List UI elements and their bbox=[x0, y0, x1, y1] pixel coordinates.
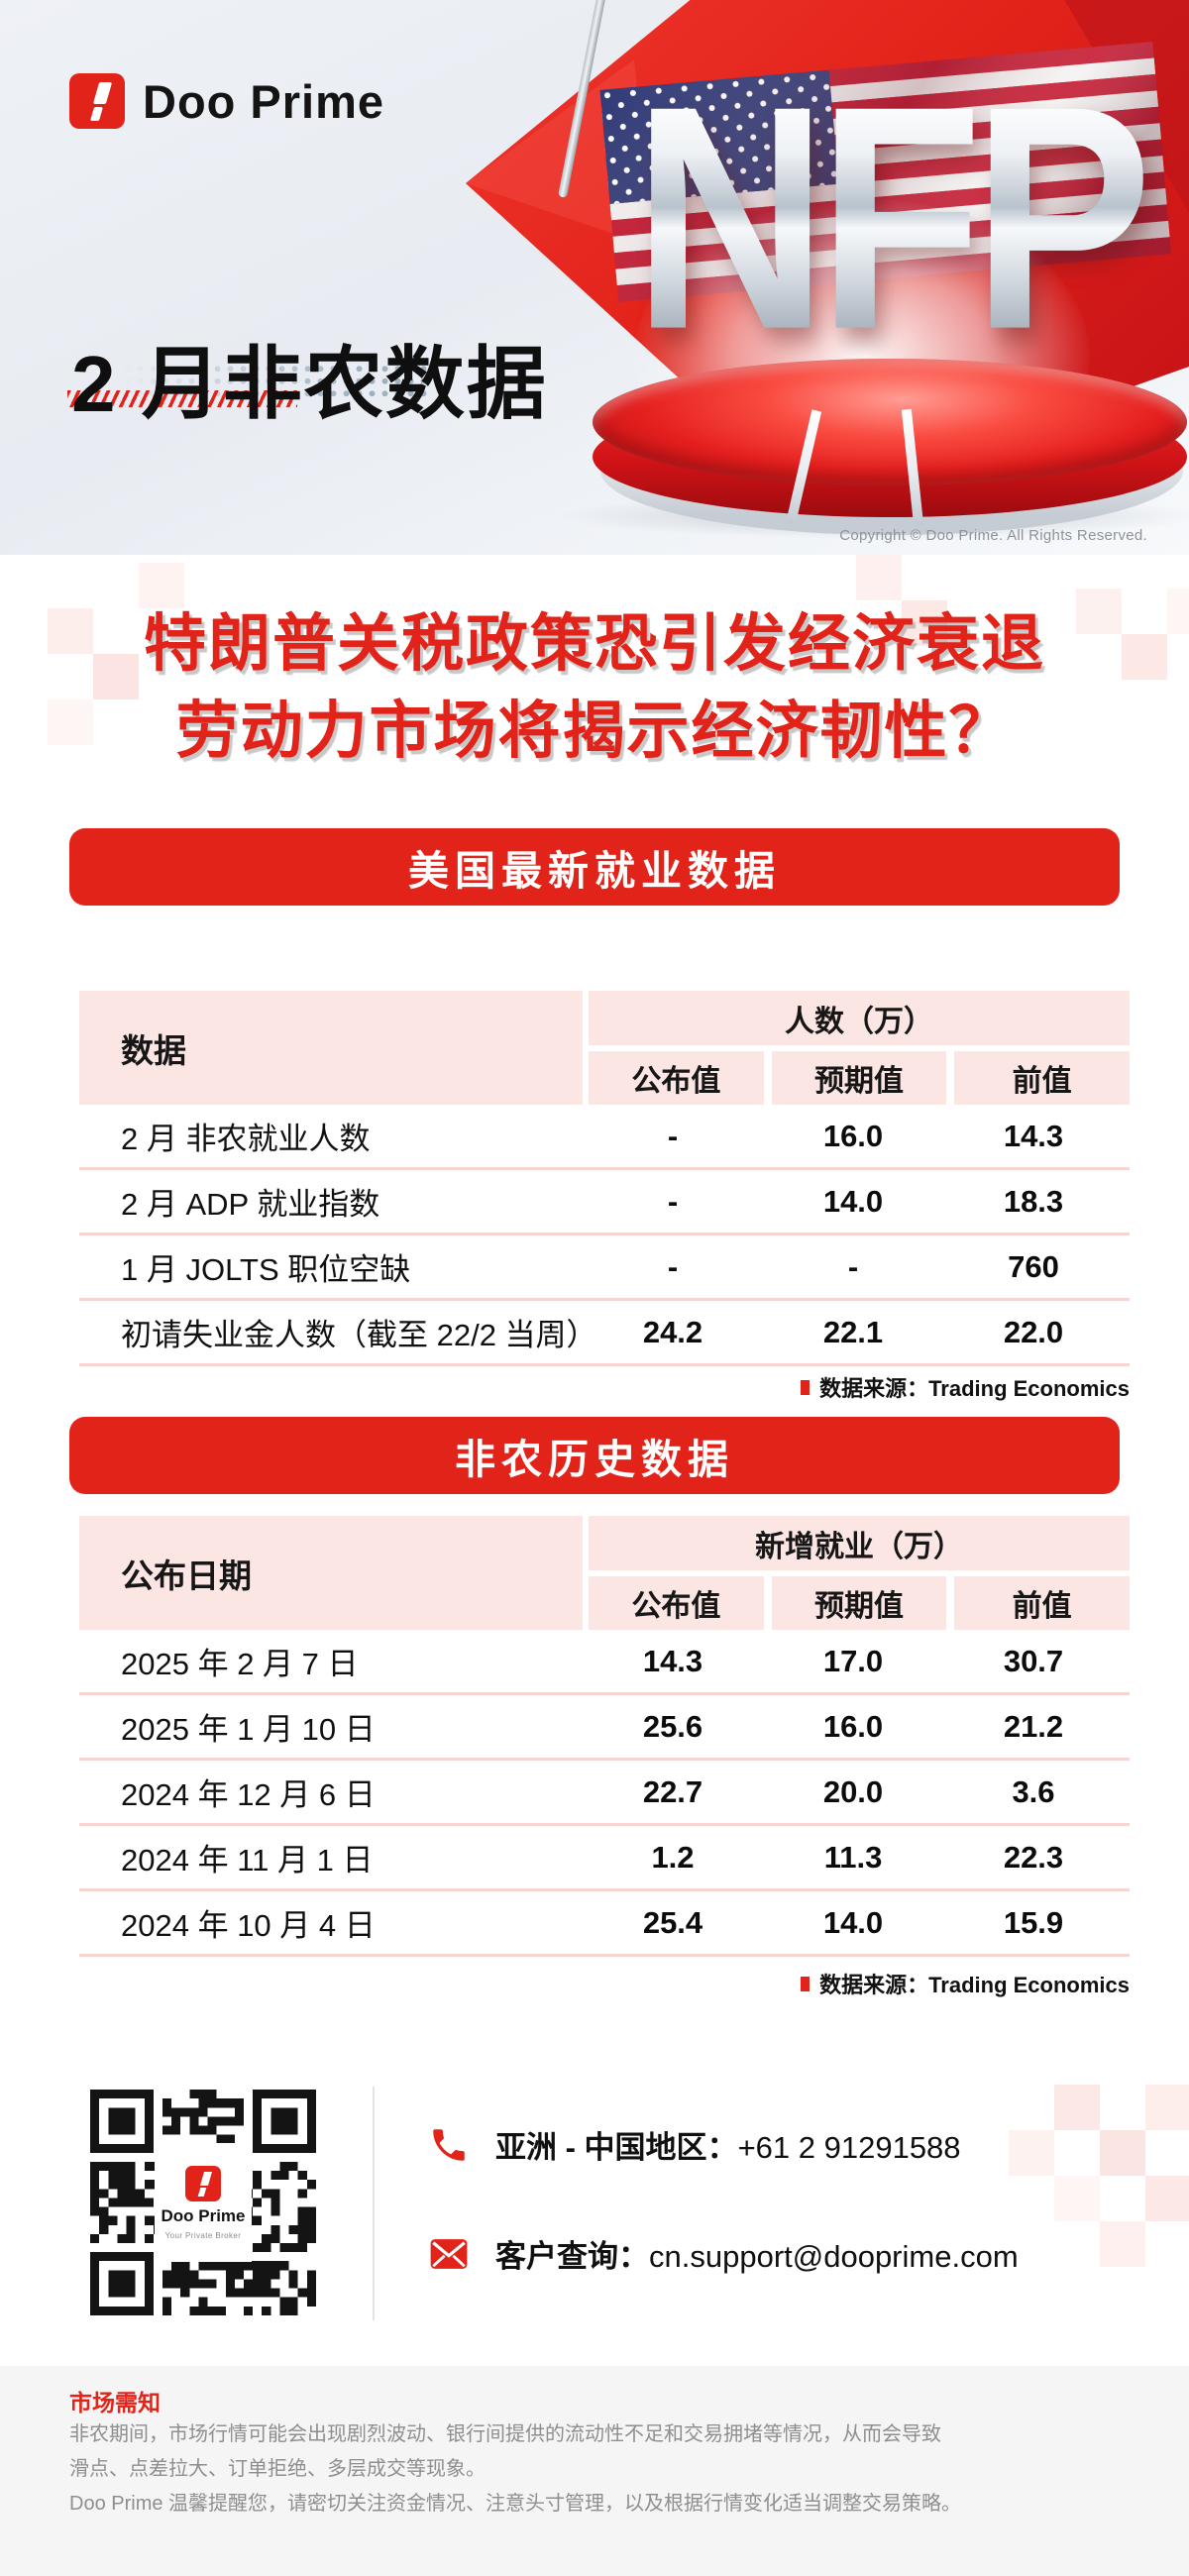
table-row: 2024 年 11 月 1 日 1.2 11.3 22.3 bbox=[79, 1826, 1130, 1891]
disclaimer-footer: 市场需知 非农期间，市场行情可能会出现剧烈波动、银行间提供的流动性不足和交易拥堵… bbox=[0, 2366, 1189, 2576]
data-source-note: 数据来源：Trading Economics bbox=[801, 1968, 1130, 1999]
decor-checker-contact bbox=[1009, 2130, 1054, 2176]
table-row: 初请失业金人数（截至 22/2 当周） 24.2 22.1 22.0 bbox=[79, 1301, 1130, 1366]
nfp-history-table: 公布日期 新增就业（万） 公布值 预期值 前值 2025 年 2 月 7 日 1… bbox=[79, 1516, 1131, 1957]
doo-prime-logo-icon bbox=[69, 73, 125, 129]
vertical-divider bbox=[373, 2087, 375, 2320]
phone-contact[interactable]: 亚洲 - 中国地区：+61 2 91291588 bbox=[428, 2122, 961, 2167]
banner-nfp-history: 非农历史数据 bbox=[69, 1417, 1120, 1494]
disclaimer-body: 非农期间，市场行情可能会出现剧烈波动、银行间提供的流动性不足和交易拥堵等情况，从… bbox=[69, 2417, 1149, 2522]
source-bullet-icon bbox=[801, 1976, 811, 1991]
disclaimer-line: 非农期间，市场行情可能会出现剧烈波动、银行间提供的流动性不足和交易拥堵等情况，从… bbox=[69, 2423, 941, 2445]
column-header-actual: 公布值 bbox=[589, 1051, 764, 1105]
qr-code: Doo Prime Your Private Broker bbox=[81, 2081, 325, 2324]
group-header: 新增就业（万） bbox=[589, 1516, 1130, 1570]
phone-icon bbox=[433, 2128, 465, 2161]
qr-center-logo: Doo Prime Your Private Broker bbox=[155, 2143, 252, 2262]
decor-checker-right bbox=[856, 555, 902, 600]
column-header-forecast: 预期值 bbox=[771, 1051, 947, 1105]
email-icon bbox=[430, 2238, 468, 2269]
column-header-actual: 公布值 bbox=[589, 1576, 764, 1630]
brand-logo: Doo Prime bbox=[69, 73, 384, 129]
nfp-3d-letters: NFP bbox=[591, 58, 1185, 376]
email-text: 客户查询：cn.support@dooprime.com bbox=[495, 2239, 1019, 2274]
hero-header: NFP Doo Prime 2 月非农数据 Copyright © Doo Pr… bbox=[0, 0, 1189, 555]
column-header-release-date: 公布日期 bbox=[79, 1516, 583, 1630]
table-header: 公布日期 新增就业（万） 公布值 预期值 前值 bbox=[79, 1516, 1131, 1630]
headline-line1: 特朗普关税政策恐引发经济衰退 bbox=[144, 609, 1045, 679]
source-bullet-icon bbox=[801, 1379, 811, 1395]
table-row: 2025 年 2 月 7 日 14.3 17.0 30.7 bbox=[79, 1630, 1130, 1695]
table-row: 2024 年 12 月 6 日 22.7 20.0 3.6 bbox=[79, 1761, 1130, 1826]
column-header-forecast: 预期值 bbox=[771, 1576, 947, 1630]
column-header-previous: 前值 bbox=[954, 1051, 1131, 1105]
headline: 特朗普关税政策恐引发经济衰退 劳动力市场将揭示经济韧性？ bbox=[0, 600, 1189, 775]
data-source-note: 数据来源：Trading Economics bbox=[801, 1371, 1130, 1403]
copyright-note: Copyright © Doo Prime. All Rights Reserv… bbox=[839, 527, 1147, 544]
phone-text: 亚洲 - 中国地区：+61 2 91291588 bbox=[495, 2130, 961, 2165]
doo-prime-logo-icon bbox=[185, 2165, 221, 2201]
decor-hatch-bar bbox=[67, 390, 297, 407]
table-row: 2 月 ADP 就业指数 - 14.0 18.3 bbox=[79, 1170, 1130, 1235]
headline-line2: 劳动力市场将揭示经济韧性？ bbox=[175, 697, 1014, 766]
table-row: 2025 年 1 月 10 日 25.6 16.0 21.2 bbox=[79, 1695, 1130, 1761]
disclaimer-line: 滑点、点差拉大、订单拒绝、多层成交等现象。 bbox=[69, 2458, 486, 2480]
decor-checker-left bbox=[48, 608, 93, 654]
red-pie-pedestal bbox=[593, 359, 1189, 542]
table-row: 2024 年 10 月 4 日 25.4 14.0 15.9 bbox=[79, 1891, 1130, 1957]
table-row: 2 月 非农就业人数 - 16.0 14.3 bbox=[79, 1105, 1130, 1170]
table-row: 1 月 JOLTS 职位空缺 - - 760 bbox=[79, 1235, 1130, 1301]
disclaimer-title: 市场需知 bbox=[69, 2390, 161, 2415]
column-header-previous: 前值 bbox=[954, 1576, 1131, 1630]
email-contact[interactable]: 客户查询：cn.support@dooprime.com bbox=[428, 2231, 1019, 2276]
table-header: 数据 人数（万） 公布值 预期值 前值 bbox=[79, 991, 1131, 1105]
column-header-data: 数据 bbox=[79, 991, 583, 1105]
group-header: 人数（万） bbox=[589, 991, 1130, 1045]
brand-logo-text: Doo Prime bbox=[143, 74, 385, 128]
employment-data-table: 数据 人数（万） 公布值 预期值 前值 2 月 非农就业人数 - 16.0 14… bbox=[79, 991, 1131, 1366]
banner-us-latest-employment: 美国最新就业数据 bbox=[69, 828, 1120, 906]
disclaimer-line: Doo Prime 温馨提醒您，请密切关注资金情况、注意头寸管理，以及根据行情变… bbox=[69, 2493, 962, 2515]
page-title: 2 月非农数据 bbox=[71, 339, 548, 428]
